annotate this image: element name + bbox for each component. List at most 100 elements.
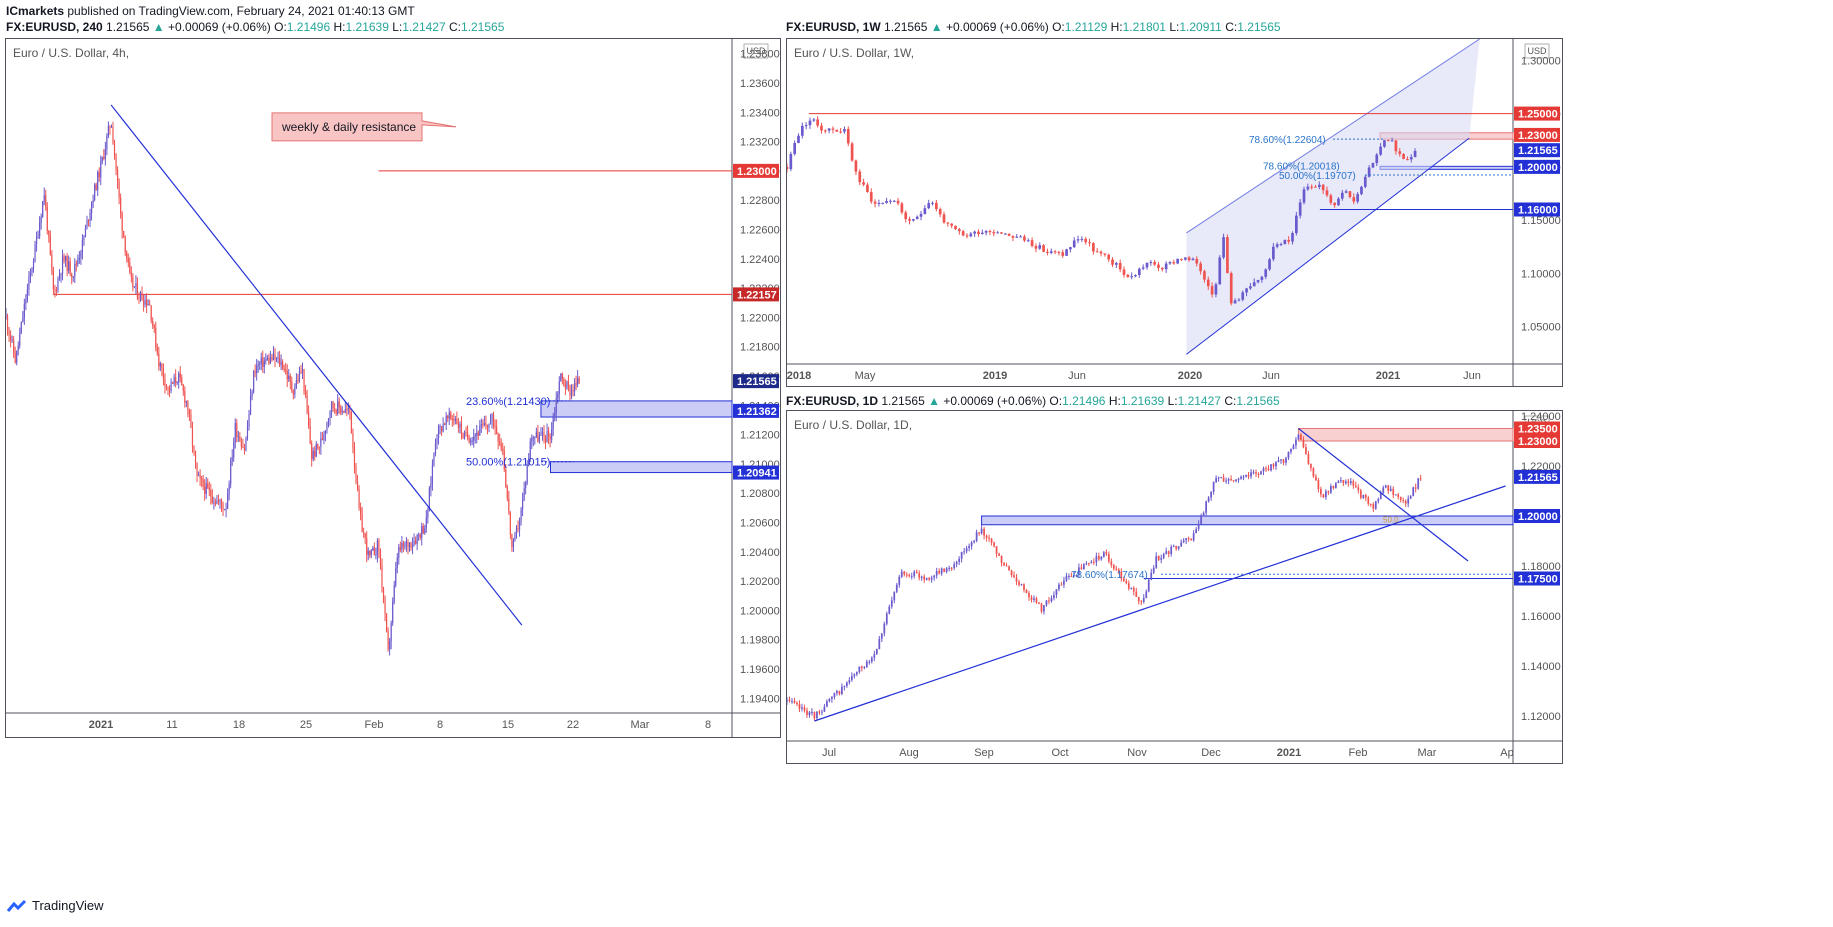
candle-body — [538, 435, 541, 442]
candle-body — [292, 390, 294, 395]
candle-body — [942, 214, 946, 223]
chart-1-high: 1.21639 — [345, 20, 389, 34]
publisher-name[interactable]: ICmarkets — [6, 4, 65, 18]
x-tick-label: 22 — [567, 719, 579, 731]
candle-body — [1285, 457, 1287, 463]
candle-body — [179, 373, 181, 378]
candle-body — [282, 361, 284, 369]
candle-body — [97, 172, 99, 190]
candle-body — [1212, 482, 1215, 492]
candle-body — [158, 353, 160, 367]
chart-3-change: +0.00069 (+0.06%) — [943, 394, 1047, 408]
candle-body — [153, 325, 155, 328]
candle-body — [136, 283, 139, 298]
candle-body — [1348, 191, 1352, 198]
chart-2-symbol[interactable]: FX:EURUSD, 1W — [786, 20, 881, 34]
candle-body — [1240, 476, 1242, 479]
candle-body — [395, 568, 397, 586]
candle-body — [1111, 259, 1114, 265]
candle-body — [499, 441, 501, 444]
candle-body — [326, 422, 328, 431]
candle-body — [905, 574, 908, 576]
candle-body — [518, 520, 521, 530]
candle-body — [1137, 596, 1140, 602]
candle-body — [45, 195, 47, 207]
candle-body — [511, 534, 513, 547]
published-text: published on TradingView.com, February 2… — [67, 4, 415, 18]
candle-body — [390, 622, 392, 642]
candle-body — [968, 546, 970, 549]
candle-body — [1145, 591, 1148, 598]
candle-body — [1356, 194, 1359, 202]
candle-body — [528, 458, 530, 467]
candle-body — [1080, 567, 1083, 569]
candle-body — [520, 509, 522, 521]
candle-body — [1277, 460, 1280, 462]
x-tick-label: Ap — [1500, 747, 1513, 759]
candle-body — [471, 440, 473, 442]
price-tag-label: 1.20000 — [1518, 511, 1558, 523]
candle-body — [544, 436, 547, 442]
candle-body — [488, 423, 490, 428]
y-tick-label: 1.20400 — [740, 547, 780, 559]
chart-1-symbol[interactable]: FX:EURUSD, 240 — [6, 20, 103, 34]
candle-body — [1352, 197, 1356, 202]
candle-body — [1306, 186, 1310, 190]
candle-body — [1103, 253, 1107, 255]
chart-3-high: 1.21639 — [1120, 394, 1165, 408]
candle-body — [334, 408, 336, 410]
candle-body — [843, 685, 846, 687]
candle-body — [1061, 252, 1065, 256]
candle-body — [1028, 593, 1030, 598]
candle-body — [575, 383, 577, 385]
chart-1d-svg[interactable]: Euro / U.S. Dollar, 1D,USD1.240001.22000… — [787, 411, 1562, 763]
candle-body — [424, 527, 426, 534]
candle-body — [904, 212, 908, 220]
candle-body — [801, 707, 803, 709]
candle-body — [66, 256, 68, 271]
chart-panel-1d[interactable]: Euro / U.S. Dollar, 1D,USD1.240001.22000… — [786, 410, 1563, 764]
tradingview-logo[interactable]: TradingView — [6, 898, 104, 913]
chart-1-change: +0.00069 (+0.06%) — [168, 20, 271, 34]
candle-body — [1413, 150, 1417, 158]
candle-body — [152, 320, 154, 326]
candle-body — [11, 339, 13, 341]
candle-body — [1035, 598, 1038, 603]
candle-body — [309, 426, 311, 444]
candle-body — [253, 371, 255, 393]
candle-body — [534, 437, 536, 439]
candle-body — [820, 125, 823, 131]
candle-body — [912, 219, 915, 221]
price-tag-label: 1.21565 — [1518, 145, 1558, 157]
candle-body — [259, 363, 261, 365]
candle-body — [858, 666, 861, 672]
candle-body — [14, 353, 16, 363]
candle-body — [1302, 189, 1306, 203]
candle-body — [1007, 233, 1011, 236]
chart-panel-4h[interactable]: Euro / U.S. Dollar, 4h, USD 1.23800 1.23600… — [5, 38, 781, 738]
chart-3-symbol[interactable]: FX:EURUSD, 1D — [786, 394, 879, 408]
candle-body — [1337, 198, 1340, 206]
candle-body — [476, 432, 478, 436]
candle-body — [149, 304, 151, 306]
candle-body — [132, 276, 134, 287]
candle-body — [337, 401, 339, 414]
candle-body — [925, 577, 928, 580]
candle-body — [389, 641, 391, 650]
candle-body — [988, 537, 990, 539]
candle-body — [359, 508, 362, 515]
chart-3-open: 1.21496 — [1062, 394, 1106, 408]
candle-body — [1352, 481, 1355, 486]
candle-body — [211, 496, 213, 503]
candle-body — [569, 386, 571, 396]
chart-3-low: 1.21427 — [1177, 394, 1221, 408]
candle-body — [246, 426, 249, 439]
candle-body — [123, 230, 125, 238]
candle-body — [20, 321, 22, 334]
ohlc-label-l: L: — [392, 20, 403, 34]
candle-body — [233, 442, 235, 458]
candle-body — [257, 364, 259, 366]
